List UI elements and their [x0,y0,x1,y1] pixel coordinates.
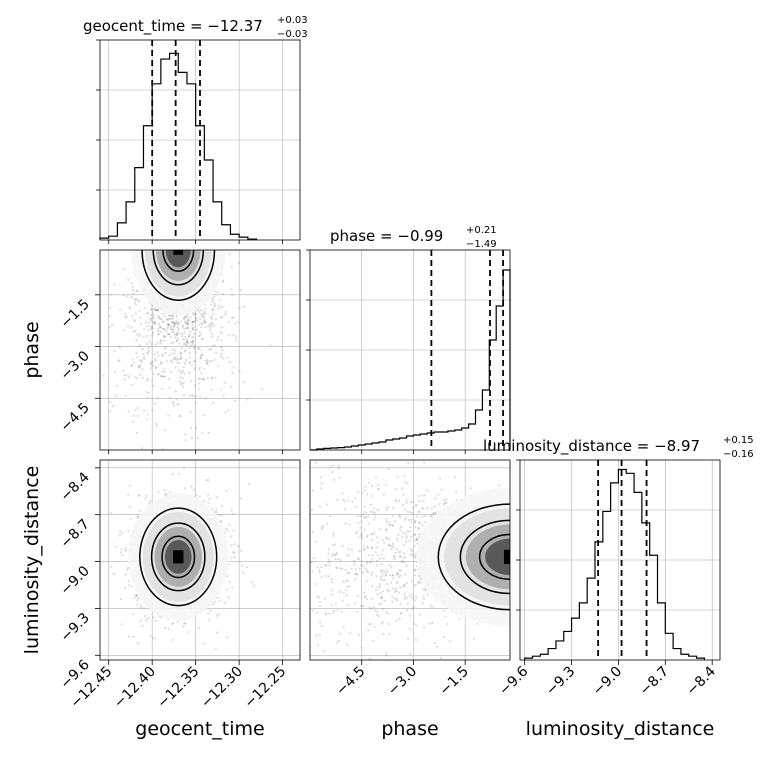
xtick-geocent_time-4: −12.25 [241,664,289,712]
ylabel-phase: phase [21,321,43,378]
ytick-luminosity_distance-1: −9.3 [57,610,92,645]
title-luminosity-distance-plus: +0.15 [723,435,754,446]
xtick-phase-2: −1.5 [437,664,472,699]
title-phase-plus: +0.21 [466,225,497,236]
ylabel-luminosity-distance: luminosity_distance [21,466,43,655]
xlabel-luminosity-distance: luminosity_distance [526,718,715,740]
density-layer [102,250,510,660]
xtick-luminosity_distance-1: −9.3 [543,664,578,699]
histogram-layer [99,40,705,660]
title-luminosity-distance-label: luminosity_distance [483,437,632,456]
xtick-luminosity_distance-2: −9.0 [590,664,625,699]
density-geocent_time-luminosity_distance [110,466,255,650]
title-phase: phase = −0.99 [330,227,443,245]
xtick-phase-1: −3.0 [385,664,420,699]
xtick-phase-0: −4.5 [333,664,368,699]
hist-luminosity_distance [524,468,705,660]
xlabel-phase: phase [381,718,438,740]
xtick-luminosity_distance-0: −9.6 [496,663,531,698]
title-geocent-time-median: −12.37 [207,17,263,35]
hist-geocent_time [99,52,258,240]
density-geocent_time-phase [102,250,272,450]
ytick-luminosity_distance-2: −9.0 [57,563,92,598]
ytick-luminosity_distance-3: −8.7 [57,516,92,551]
title-geocent-time-label: geocent_time [83,17,185,36]
title-luminosity-distance-minus: −0.16 [723,449,754,460]
xtick-geocent_time-1: −12.40 [111,664,159,712]
xlabel-geocent-time: geocent_time [135,718,264,740]
xtick-luminosity_distance-3: −8.7 [637,664,672,699]
title-geocent-time: geocent_time = −12.37 [83,17,263,36]
ytick-luminosity_distance-4: −8.4 [57,469,92,504]
xtick-geocent_time-3: −12.30 [198,664,246,712]
hist-phase [310,269,511,451]
title-luminosity-distance: luminosity_distance = −8.97 [483,437,700,456]
density-phase-luminosity_distance [310,460,510,660]
ytick-phase-2: −1.5 [57,296,92,331]
xtick-luminosity_distance-4: −8.4 [684,663,719,698]
panel-frame-0-1 [99,249,301,451]
title-geocent-time-plus: +0.03 [277,15,308,26]
title-luminosity-distance-median: −8.97 [654,437,700,455]
title-geocent-time-minus: −0.03 [277,29,308,40]
ytick-phase-1: −3.0 [57,348,92,383]
title-phase-label: phase [330,227,375,245]
ytick-phase-0: −4.5 [57,400,92,435]
xtick-geocent_time-2: −12.35 [155,664,203,712]
title-phase-median: −0.99 [397,227,443,245]
panel-frame-0-2 [99,459,301,661]
title-phase-minus: −1.49 [466,239,497,250]
panel-frame-1-2 [309,459,511,661]
